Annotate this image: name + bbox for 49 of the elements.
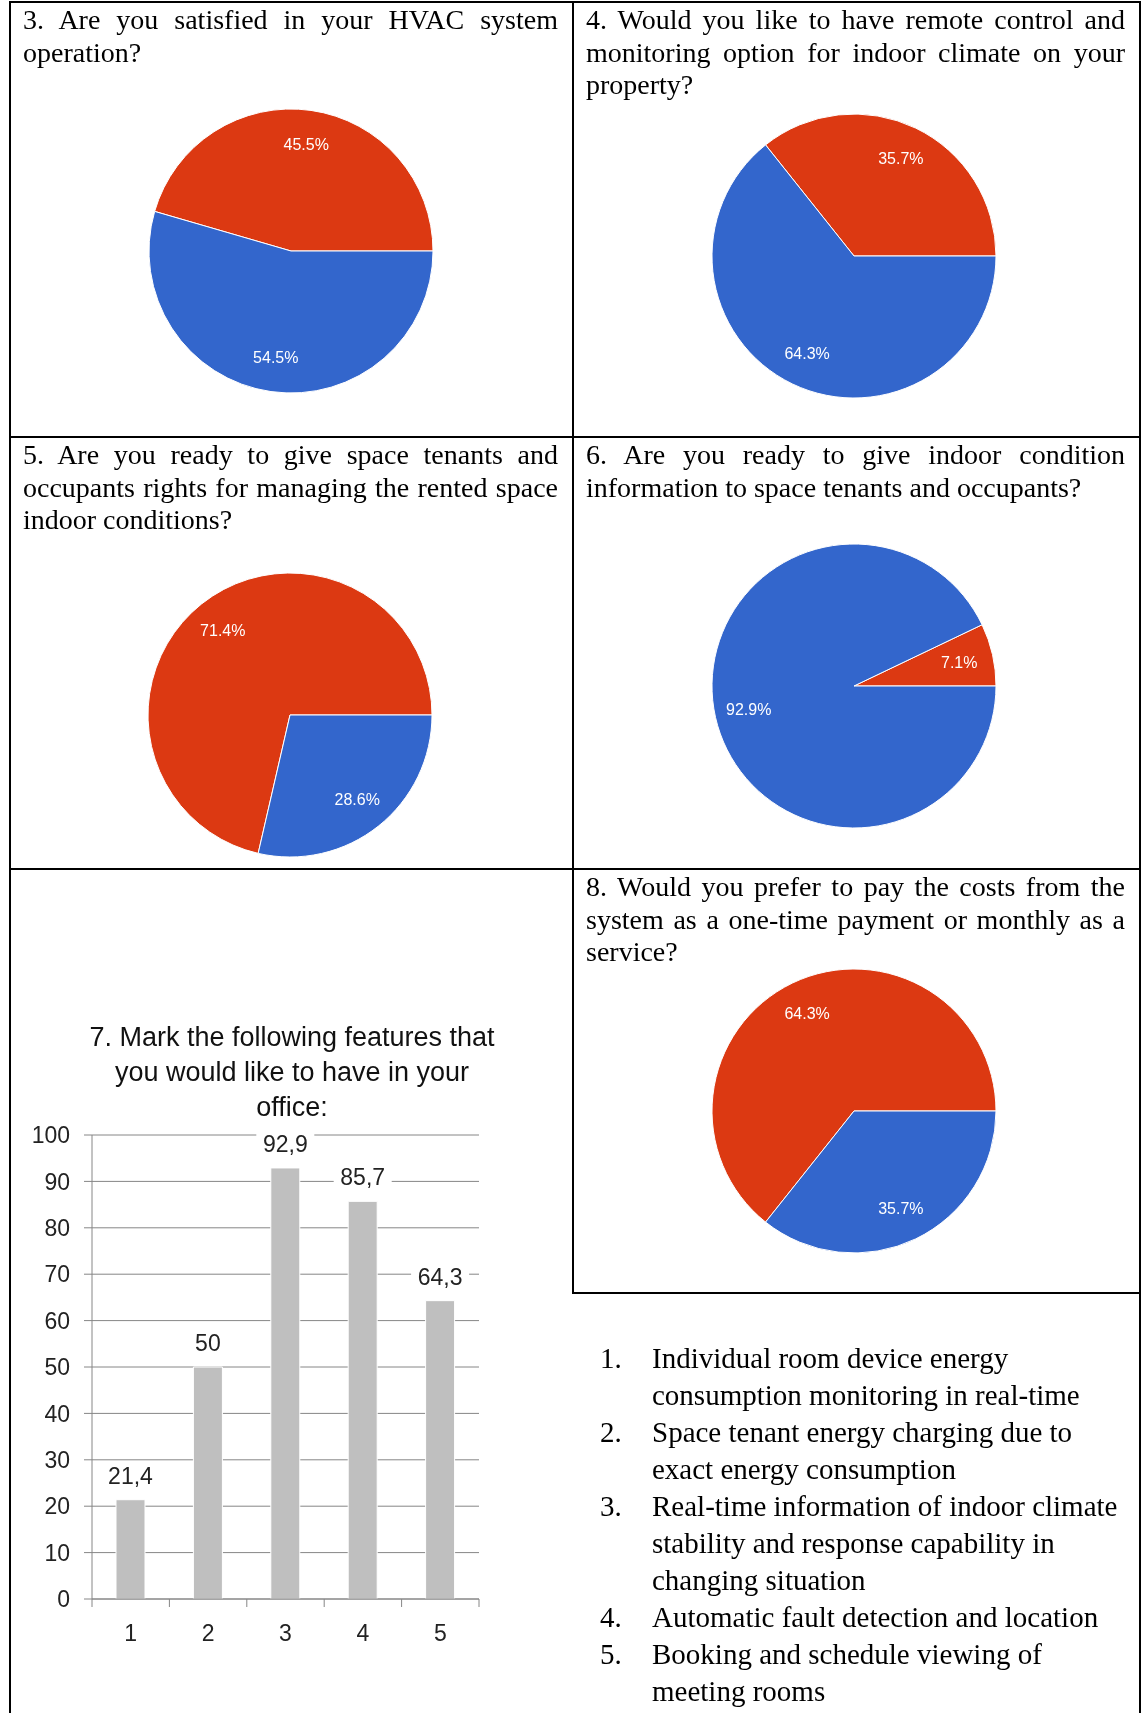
chart-title: 4. Would you like to have remote control and monitoring option for indoor climate on your property? (586, 4, 1125, 102)
chart-title: 6. Are you ready to give indoor condition information to space tenants and occupants? (586, 439, 1125, 504)
bar (115, 1499, 146, 1599)
text: 2. Space tenant energy charging due to exact energy consumption (600, 1415, 1074, 1487)
y-tick-label: 90 (44, 1168, 70, 1195)
x-tick-label: 2 (201, 1620, 215, 1646)
bar (270, 1167, 301, 1599)
data-label: 54.5% (253, 349, 299, 367)
x-tick-label: 3 (279, 1620, 292, 1646)
bar (347, 1200, 378, 1599)
x-tick-label: 5 (433, 1620, 447, 1646)
data-label: 71.4% (200, 622, 246, 640)
data-label: 92.9% (726, 701, 772, 719)
data-label: 64,3 (417, 1263, 463, 1290)
data-label: 35.7% (878, 150, 924, 168)
data-label: 28.6% (334, 790, 380, 808)
chart-title: 5. Are you ready to give space tenants and occupants rights for managing the rented space indoor conditions? (23, 439, 558, 537)
pie-slice (711, 543, 997, 829)
data-label: 50 (195, 1330, 221, 1356)
data-label: 92,9 (262, 1130, 308, 1157)
y-tick-label: 80 (44, 1214, 70, 1241)
y-tick-label: 60 (44, 1307, 70, 1334)
text: 1. Individual room device energy consumption monitoring in real-time (600, 1341, 1081, 1413)
x-tick-label: 4 (356, 1620, 370, 1646)
y-tick-label: 70 (44, 1261, 70, 1288)
text: 5. Booking and schedule viewing of meeting rooms (600, 1637, 1043, 1709)
y-tick-label: 0 (57, 1586, 70, 1613)
chart-title: 7. Mark the following features that you would like to have in your office: (88, 1021, 496, 1124)
y-tick-label: 40 (44, 1400, 70, 1427)
y-tick-label: 100 (31, 1122, 70, 1149)
text: 3. Real-time information of indoor climate stability and response capability in changing situation (600, 1489, 1119, 1598)
y-tick-label: 50 (44, 1354, 70, 1381)
data-label: 85,7 (340, 1164, 386, 1191)
data-label: 35.7% (878, 1199, 924, 1217)
chart-title: 3. Are you satisfied in your HVAC system operation? (23, 4, 558, 69)
y-tick-label: 30 (44, 1446, 70, 1473)
chart-title: 8. Would you prefer to pay the costs from the system as a one-time payment or monthly as a service? (586, 871, 1125, 969)
data-label: 21,4 (108, 1462, 154, 1489)
bar (192, 1366, 223, 1599)
y-tick-label: 10 (44, 1539, 70, 1566)
bar (425, 1300, 456, 1599)
y-tick-label: 20 (44, 1493, 70, 1520)
x-tick-label: 1 (124, 1620, 138, 1646)
data-label: 64.3% (784, 344, 830, 362)
text: 4. Automatic fault detection and location (600, 1600, 1100, 1635)
data-label: 45.5% (283, 135, 329, 153)
data-label: 64.3% (784, 1005, 830, 1023)
pie-slice (147, 572, 433, 854)
data-label: 7.1% (941, 653, 978, 671)
